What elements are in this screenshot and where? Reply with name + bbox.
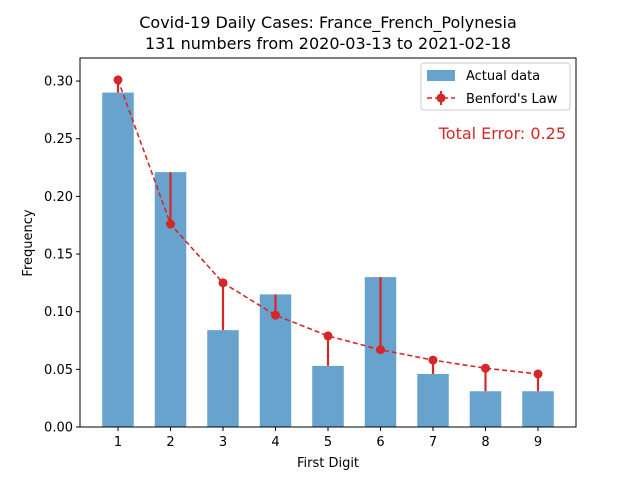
- x-tick-label: 3: [219, 435, 227, 450]
- bar-digit-7: [417, 373, 449, 427]
- benford-point-digit-9: [533, 369, 543, 379]
- bar-digit-9: [522, 391, 554, 427]
- benford-point-digit-7: [428, 355, 438, 365]
- x-tick-label: 7: [429, 435, 437, 450]
- bar-digit-8: [469, 391, 502, 427]
- x-axis: 1 2 3 4 5 6 7 8 9: [114, 427, 542, 450]
- legend-label-benford: Benford's Law: [466, 92, 558, 107]
- chart-subtitle: 131 numbers from 2020-03-13 to 2021-02-1…: [145, 34, 511, 53]
- benford-point-digit-5: [323, 331, 333, 341]
- y-tick-label: 0.05: [44, 363, 73, 378]
- bar-digit-1: [102, 92, 134, 427]
- y-tick-label: 0.30: [44, 75, 73, 90]
- benford-point-digit-4: [271, 310, 280, 320]
- benford-point-digit-2: [166, 219, 175, 229]
- benford-point-digit-6: [376, 345, 385, 355]
- x-tick-label: 1: [114, 435, 122, 450]
- benford-point-digit-1: [113, 75, 123, 85]
- y-axis: 0.00 0.05 0.10 0.15 0.20 0.25 0.30: [44, 75, 80, 436]
- legend-swatch-actual: [427, 70, 455, 81]
- x-tick-label: 6: [376, 435, 384, 450]
- x-tick-label: 2: [166, 435, 174, 450]
- legend-marker-benford: [436, 93, 446, 103]
- x-tick-label: 5: [324, 435, 332, 450]
- x-tick-label: 8: [481, 435, 489, 450]
- x-tick-label: 4: [271, 435, 279, 450]
- total-error-annotation: Total Error: 0.25: [438, 124, 566, 143]
- y-tick-label: 0.10: [44, 305, 73, 320]
- legend-box: [420, 62, 571, 111]
- y-axis-label: Frequency: [21, 209, 36, 276]
- x-axis-label: First Digit: [297, 456, 359, 471]
- y-tick-label: 0.25: [44, 132, 73, 147]
- chart-title: Covid-19 Daily Cases: France_French_Poly…: [139, 13, 517, 33]
- bar-digit-3: [207, 330, 239, 427]
- benford-line: [117, 79, 539, 375]
- y-tick-label: 0.00: [44, 421, 73, 436]
- benford-point-digit-3: [218, 278, 228, 288]
- y-tick-label: 0.15: [44, 248, 73, 263]
- x-tick-label: 9: [534, 435, 542, 450]
- benford-point-digit-8: [481, 363, 490, 373]
- y-tick-label: 0.20: [44, 190, 73, 205]
- legend: Actual data Benford's Law: [420, 62, 571, 111]
- benford-line-layer: [113, 75, 543, 379]
- legend-label-actual: Actual data: [466, 69, 540, 84]
- bar-digit-5: [312, 365, 344, 427]
